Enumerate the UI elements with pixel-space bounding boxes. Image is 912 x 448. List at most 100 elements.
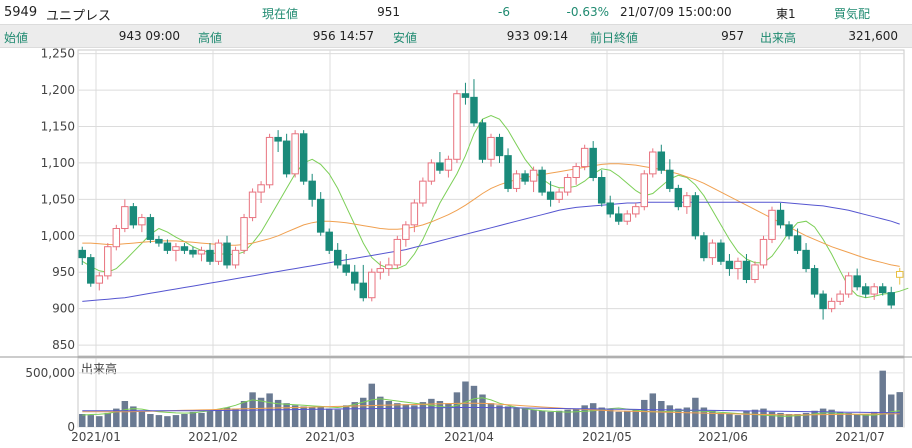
candle bbox=[802, 243, 810, 273]
volume-bar bbox=[717, 412, 725, 427]
volume-bar bbox=[726, 414, 733, 427]
candle-body bbox=[546, 191, 555, 200]
candle bbox=[180, 243, 189, 254]
volume-bar bbox=[692, 397, 699, 427]
candle bbox=[351, 264, 359, 291]
volume-bar bbox=[572, 408, 580, 427]
x-tick-label: 2021/04 bbox=[444, 430, 494, 444]
candle bbox=[878, 283, 887, 296]
volume-bar bbox=[411, 405, 418, 427]
volume-bar bbox=[598, 407, 605, 427]
candle bbox=[172, 243, 180, 262]
candle bbox=[155, 235, 163, 247]
candle-body bbox=[776, 209, 785, 226]
candle-body bbox=[870, 286, 878, 295]
candle-body bbox=[427, 162, 436, 182]
candle-body bbox=[291, 133, 299, 175]
candle-body bbox=[129, 206, 138, 226]
candle-body bbox=[751, 264, 759, 280]
candle-body bbox=[538, 169, 546, 193]
candle bbox=[402, 221, 410, 247]
candle-body bbox=[580, 147, 589, 168]
volume-panel-label: 出来高 bbox=[81, 361, 117, 376]
candle bbox=[691, 192, 700, 240]
candle bbox=[734, 257, 742, 280]
candle-body bbox=[674, 187, 683, 208]
candle-body bbox=[163, 242, 172, 251]
volume-bar bbox=[223, 407, 231, 427]
volume-bar bbox=[334, 409, 341, 427]
candle-body bbox=[768, 209, 776, 240]
candle bbox=[649, 148, 657, 178]
candle-body bbox=[78, 249, 86, 259]
candle bbox=[853, 268, 861, 291]
quote-header: 5949 ユニプレス 現在値 951 -6 -0.63% 21/07/09 15… bbox=[0, 0, 912, 24]
candle-body bbox=[257, 184, 265, 193]
candle-body bbox=[189, 249, 197, 255]
candle bbox=[299, 130, 308, 185]
candle-body bbox=[759, 238, 768, 266]
candle-body bbox=[299, 133, 308, 182]
volume-bar bbox=[172, 415, 180, 427]
high-label: 高値 bbox=[198, 31, 223, 45]
candle bbox=[427, 159, 436, 185]
candle bbox=[478, 119, 487, 163]
candle bbox=[325, 228, 333, 254]
volume-bar bbox=[743, 410, 750, 427]
candle bbox=[563, 173, 572, 196]
volume-bar bbox=[777, 412, 784, 427]
candle bbox=[887, 286, 895, 309]
candle-body bbox=[666, 169, 674, 189]
candle-body bbox=[725, 260, 734, 270]
volume-bar bbox=[453, 392, 461, 427]
volume-label: 出来高 bbox=[760, 31, 797, 45]
candle-body bbox=[495, 136, 504, 157]
candle bbox=[657, 144, 666, 174]
candle-body bbox=[657, 151, 666, 171]
volume-bar bbox=[538, 410, 546, 427]
volume-bar bbox=[385, 401, 393, 427]
volume-bar bbox=[232, 408, 239, 427]
candle-body bbox=[308, 180, 316, 200]
candle bbox=[725, 254, 734, 276]
current-price: 951 bbox=[377, 5, 400, 19]
candle-body bbox=[487, 136, 495, 160]
candle bbox=[589, 141, 597, 182]
volume-bar bbox=[402, 404, 410, 427]
candle bbox=[827, 297, 836, 313]
candle-body bbox=[589, 147, 597, 179]
volume-bar bbox=[649, 393, 657, 427]
candle-body bbox=[734, 260, 742, 270]
candle bbox=[368, 268, 376, 302]
candle bbox=[376, 261, 385, 280]
volume-bar bbox=[504, 406, 512, 427]
candle-body bbox=[555, 191, 563, 200]
candle-body bbox=[274, 136, 282, 142]
price-tick-label: 850 bbox=[52, 338, 75, 352]
candle bbox=[393, 235, 402, 269]
candle-body bbox=[785, 224, 793, 237]
candle bbox=[78, 246, 86, 265]
volume-tick-label: 500,000 bbox=[25, 366, 75, 380]
volume-bar bbox=[751, 409, 759, 427]
price-change-pct: -0.63% bbox=[566, 5, 609, 19]
volume-bar bbox=[240, 401, 248, 427]
candle bbox=[580, 144, 589, 171]
volume-bar bbox=[121, 401, 129, 427]
candle bbox=[470, 79, 478, 127]
candle bbox=[112, 224, 121, 251]
candle bbox=[640, 170, 649, 211]
volume-bar bbox=[198, 412, 205, 427]
candle bbox=[129, 203, 138, 229]
volume-bar bbox=[462, 381, 469, 427]
candle-body bbox=[95, 275, 104, 284]
quote-details: 始値 943 09:00 高値 956 14:57 安値 933 09:14 前… bbox=[0, 24, 912, 48]
candle bbox=[614, 206, 623, 225]
candle bbox=[274, 130, 282, 152]
order-book-link[interactable]: 買気配 bbox=[834, 7, 871, 21]
volume-bar bbox=[819, 408, 827, 427]
volume-bar bbox=[181, 414, 188, 427]
candle bbox=[189, 246, 197, 258]
candle bbox=[623, 210, 631, 225]
candle bbox=[597, 170, 606, 207]
